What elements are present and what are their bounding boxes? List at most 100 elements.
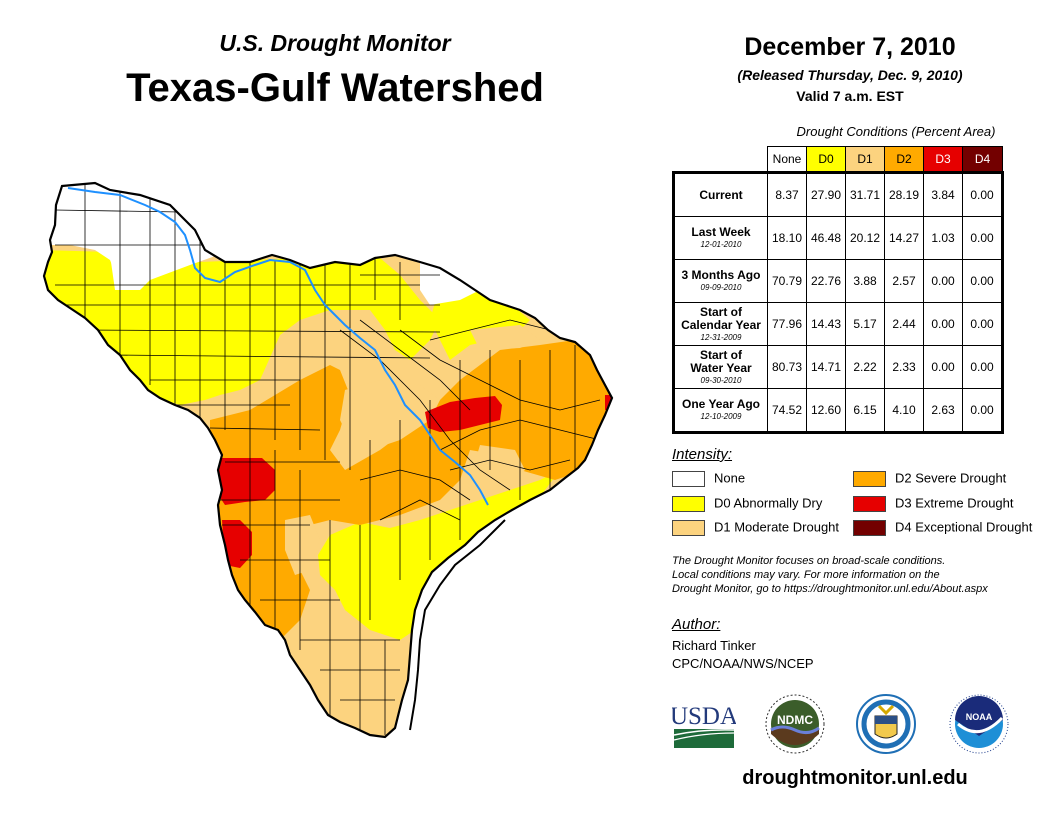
legend-item-d2: D2 Severe Drought bbox=[853, 470, 1006, 488]
legend-swatch bbox=[672, 470, 705, 487]
river bbox=[67, 187, 489, 506]
svg-text:NOAA: NOAA bbox=[966, 712, 993, 722]
d2-region bbox=[210, 340, 610, 640]
table-cell: 14.71 bbox=[806, 345, 846, 389]
map-date: December 7, 2010 bbox=[744, 33, 956, 61]
table-cell: 2.22 bbox=[845, 345, 885, 389]
usda-logo: USDA bbox=[672, 703, 736, 748]
table-cell: 2.33 bbox=[884, 345, 924, 389]
row-label-text: 3 Months Ago bbox=[681, 268, 761, 282]
row-label-text: Last Week bbox=[691, 225, 751, 239]
table-cell: 70.79 bbox=[767, 259, 807, 303]
table-header-row: None D0 D1 D2 D3 D4 bbox=[674, 146, 1003, 173]
row-label: One Year Ago 12-10-2009 bbox=[673, 388, 768, 433]
noaa-logo: NOAA bbox=[949, 694, 1009, 754]
table-cell: 74.52 bbox=[767, 388, 807, 433]
ndmc-logo: NDMC bbox=[765, 694, 825, 754]
none-region bbox=[110, 250, 155, 290]
legend-item-d0: D0 Abnormally Dry bbox=[672, 495, 822, 513]
col-header-d0: D0 bbox=[806, 146, 846, 173]
row-date: 09-30-2010 bbox=[700, 375, 742, 385]
row-label-text: Start of bbox=[700, 347, 742, 362]
legend-swatch bbox=[672, 519, 705, 536]
legend-item-d3: D3 Extreme Drought bbox=[853, 495, 1014, 513]
table-cell: 0.00 bbox=[962, 388, 1003, 433]
svg-text:USDA: USDA bbox=[672, 703, 736, 730]
table-cell: 22.76 bbox=[806, 259, 846, 303]
table-cell: 46.48 bbox=[806, 216, 846, 260]
row-date: 12-01-2010 bbox=[700, 240, 742, 249]
table-cell: 2.57 bbox=[884, 259, 924, 303]
col-header-none: None bbox=[767, 146, 807, 173]
row-label: Current bbox=[673, 172, 768, 217]
table-cell: 0.00 bbox=[923, 345, 963, 389]
table-cell: 14.43 bbox=[806, 302, 846, 346]
county-lines bbox=[54, 185, 601, 735]
table-cell: 20.12 bbox=[845, 216, 885, 260]
legend-swatch bbox=[853, 470, 886, 487]
table-cell: 31.71 bbox=[845, 172, 885, 217]
row-label: Start of Calendar Year 12-31-2009 bbox=[673, 302, 768, 346]
table-cell: 6.15 bbox=[845, 388, 885, 433]
row-label: 3 Months Ago 09-09-2010 bbox=[673, 259, 768, 303]
table-cell: 14.27 bbox=[884, 216, 924, 260]
col-header-d4: D4 bbox=[962, 146, 1003, 173]
commerce-seal-logo bbox=[856, 694, 916, 754]
table-row: Start of Water Year 09-30-2010 80.73 14.71 2.… bbox=[673, 345, 1003, 389]
table-cell: 0.00 bbox=[962, 259, 1003, 303]
table-cell: 8.37 bbox=[767, 172, 807, 217]
row-label: Last Week 12-01-2010 bbox=[673, 216, 768, 260]
conditions-caption: Drought Conditions (Percent Area) bbox=[796, 124, 996, 139]
table-cell: 1.03 bbox=[923, 216, 963, 260]
col-header-d2: D2 bbox=[884, 146, 924, 173]
table-cell: 2.44 bbox=[884, 302, 924, 346]
table-cell: 0.00 bbox=[962, 345, 1003, 389]
row-label: Start of Water Year 09-30-2010 bbox=[673, 345, 768, 389]
row-label-text-2: Calendar Year bbox=[681, 317, 761, 332]
legend-item-d4: D4 Exceptional Drought bbox=[853, 519, 1032, 537]
drought-map bbox=[42, 181, 614, 739]
row-date: 12-31-2009 bbox=[700, 332, 742, 342]
legend-swatch bbox=[853, 495, 886, 512]
d1-region bbox=[470, 325, 540, 350]
table-cell: 5.17 bbox=[845, 302, 885, 346]
table-cell: 4.10 bbox=[884, 388, 924, 433]
d3-region bbox=[215, 458, 275, 505]
row-label-text: Current bbox=[699, 187, 743, 202]
table-cell: 27.90 bbox=[806, 172, 846, 217]
table-cell: 0.00 bbox=[923, 259, 963, 303]
table-cell: 0.00 bbox=[962, 172, 1003, 217]
row-date: 12-10-2009 bbox=[700, 412, 742, 421]
table-cell: 18.10 bbox=[767, 216, 807, 260]
author-name: Richard Tinker bbox=[672, 638, 756, 653]
release-date: (Released Thursday, Dec. 9, 2010) bbox=[737, 67, 963, 83]
valid-time: Valid 7 a.m. EST bbox=[796, 88, 904, 104]
col-header-d3: D3 bbox=[923, 146, 963, 173]
d0-region bbox=[318, 470, 560, 640]
row-label-text: Start of bbox=[700, 304, 742, 319]
legend-item-none: None bbox=[672, 470, 745, 488]
map-subtitle: U.S. Drought Monitor bbox=[219, 30, 451, 56]
table-row: Current 8.37 27.90 31.71 28.19 3.84 0.00 bbox=[673, 172, 1003, 217]
legend-heading: Intensity: bbox=[672, 446, 733, 463]
disclaimer: The Drought Monitor focuses on broad-sca… bbox=[672, 555, 988, 595]
table-cell: 0.00 bbox=[962, 216, 1003, 260]
table-row: Start of Calendar Year 12-31-2009 77.96 14.4… bbox=[673, 302, 1003, 346]
author-org: CPC/NOAA/NWS/NCEP bbox=[672, 656, 814, 671]
table-row: 3 Months Ago 09-09-2010 70.79 22.76 3.88 2.57… bbox=[673, 259, 1003, 303]
legend-swatch bbox=[853, 519, 886, 536]
col-header-d1: D1 bbox=[845, 146, 885, 173]
d1-region bbox=[340, 380, 440, 450]
table-cell: 0.00 bbox=[923, 302, 963, 346]
table-cell: 77.96 bbox=[767, 302, 807, 346]
author-heading: Author: bbox=[672, 616, 721, 633]
row-label-text-2: Water Year bbox=[690, 360, 752, 375]
table-cell: 3.84 bbox=[923, 172, 963, 217]
barrier-island bbox=[409, 519, 506, 731]
table-cell: 28.19 bbox=[884, 172, 924, 217]
svg-text:NDMC: NDMC bbox=[777, 713, 813, 727]
footer-url[interactable]: droughtmonitor.unl.edu bbox=[742, 767, 968, 789]
d3-region bbox=[425, 396, 502, 432]
table-cell: 12.60 bbox=[806, 388, 846, 433]
table-row: One Year Ago 12-10-2009 74.52 12.60 6.15 4.10… bbox=[673, 388, 1003, 433]
